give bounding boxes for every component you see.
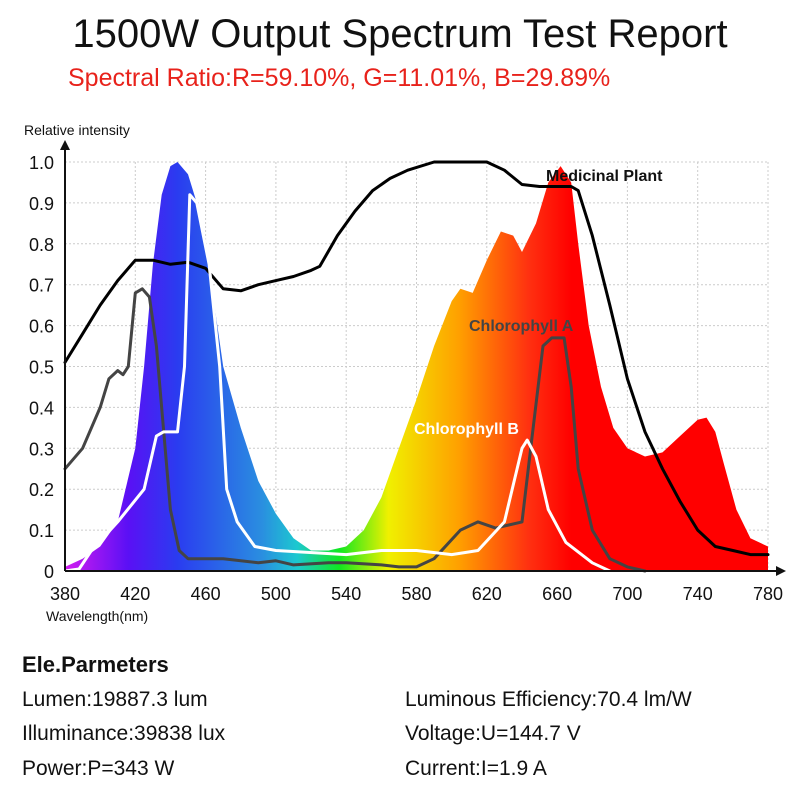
x-tick-label: 500 [261, 584, 291, 604]
x-tick-label: 420 [120, 584, 150, 604]
series-label-chlorophyll-b: Chlorophyll B [414, 421, 519, 438]
chlorophyll-b-line [63, 193, 612, 573]
x-tick-label: 580 [401, 584, 431, 604]
x-tick-label: 660 [542, 584, 572, 604]
spectrum-area [65, 162, 768, 571]
y-tick-label: 0.6 [29, 317, 54, 337]
y-tick-label: 0.2 [29, 480, 54, 500]
x-tick-label: 540 [331, 584, 361, 604]
y-axis-label: Relative intensity [24, 122, 130, 138]
y-tick-label: 0.8 [29, 235, 54, 255]
spectral-ratio: Spectral Ratio:R=59.10%, G=11.01%, B=29.… [68, 64, 611, 92]
y-tick-label: 0.1 [29, 521, 54, 541]
y-tick-label: 0.7 [29, 276, 54, 296]
illuminance-value: Illuminance:39838 lux [22, 722, 226, 745]
series-label-chlorophyll-a: Chlorophyll A [469, 318, 574, 335]
x-tick-label: 700 [612, 584, 642, 604]
y-tick-label: 0.9 [29, 194, 54, 214]
y-tick-label: 1.0 [29, 153, 54, 173]
y-tick-label: 0.5 [29, 358, 54, 378]
lumen-value: Lumen:19887.3 lum [22, 688, 208, 711]
medicinal-plant-line [63, 160, 770, 557]
power-value: Power:P=343 W [22, 757, 175, 780]
x-tick-label: 740 [683, 584, 713, 604]
y-tick-label: 0.4 [29, 398, 54, 418]
current-value: Current:I=1.9 A [405, 757, 547, 780]
chlorophyll-a-line [63, 287, 647, 573]
series-label-medicinal-plant: Medicinal Plant [546, 168, 663, 185]
y-axis-arrow-icon [60, 140, 70, 150]
voltage-value: Voltage:U=144.7 V [405, 722, 581, 745]
luminous-efficiency-value: Luminous Efficiency:70.4 lm/W [405, 688, 692, 711]
y-tick-label: 0 [44, 562, 54, 582]
x-tick-label: 620 [472, 584, 502, 604]
x-axis-label: Wavelength(nm) [46, 608, 148, 624]
x-axis-arrow-icon [776, 566, 786, 576]
parameters-heading: Ele.Parmeters [22, 652, 169, 677]
page-title: 1500W Output Spectrum Test Report [72, 12, 728, 56]
x-tick-label: 380 [50, 584, 80, 604]
x-tick-label: 780 [753, 584, 783, 604]
y-tick-label: 0.3 [29, 439, 54, 459]
x-tick-label: 460 [191, 584, 221, 604]
